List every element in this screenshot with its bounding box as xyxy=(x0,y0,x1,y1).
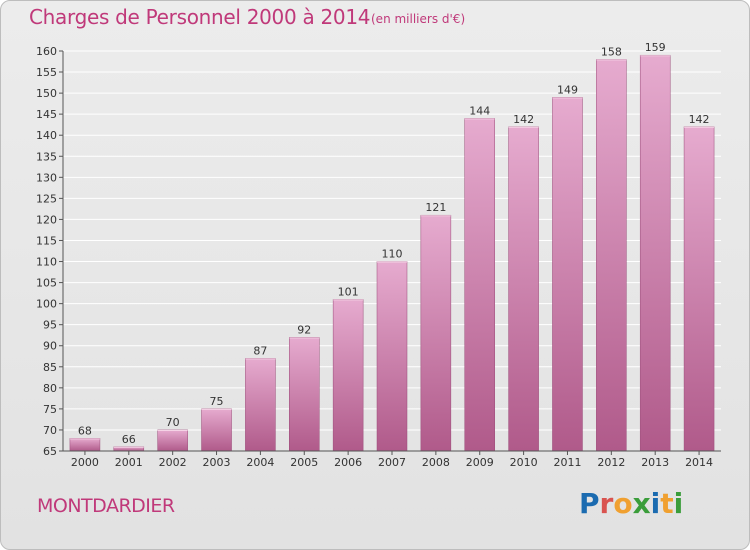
y-tick-label: 85 xyxy=(43,361,57,374)
proxiti-logo: Proxiti xyxy=(579,487,683,520)
x-tick-label: 2010 xyxy=(510,456,538,469)
y-tick-label: 75 xyxy=(43,403,57,416)
bar-2010 xyxy=(508,126,539,452)
data-label-2010: 142 xyxy=(513,113,534,126)
bar-2002 xyxy=(157,429,188,452)
bar-2011 xyxy=(552,97,583,452)
x-tick-label: 2000 xyxy=(71,456,99,469)
y-tick-label: 105 xyxy=(36,277,57,290)
data-label-2014: 142 xyxy=(689,113,710,126)
x-tick-label: 2006 xyxy=(334,456,362,469)
bar-2004 xyxy=(245,358,276,452)
y-tick-label: 90 xyxy=(43,340,57,353)
y-tick-label: 120 xyxy=(36,213,57,226)
bar-2014 xyxy=(683,126,715,452)
y-tick-label: 80 xyxy=(43,382,57,395)
x-tick-label: 2011 xyxy=(553,456,581,469)
bar-2006 xyxy=(332,299,364,452)
data-label-2000: 68 xyxy=(78,424,92,437)
x-tick-label: 2014 xyxy=(685,456,713,469)
x-tick-label: 2007 xyxy=(378,456,406,469)
y-tick-label: 150 xyxy=(36,87,57,100)
y-tick-label: 100 xyxy=(36,298,57,311)
x-tick-label: 2002 xyxy=(159,456,187,469)
logo-letter: x xyxy=(632,487,651,520)
x-tick-label: 2004 xyxy=(246,456,274,469)
y-tick-label: 110 xyxy=(36,256,57,269)
y-tick-label: 70 xyxy=(43,424,57,437)
data-label-2012: 158 xyxy=(601,45,622,58)
y-tick-label: 115 xyxy=(36,234,57,247)
data-label-2009: 144 xyxy=(469,104,490,117)
bar-2012 xyxy=(596,59,627,452)
commune-name: MONTDARDIER xyxy=(37,495,175,517)
data-label-2005: 92 xyxy=(297,323,311,336)
y-tick-label: 160 xyxy=(36,45,57,58)
bar-2007 xyxy=(376,261,408,452)
data-label-2004: 87 xyxy=(253,344,267,357)
data-label-2006: 101 xyxy=(338,285,359,298)
y-tick-label: 95 xyxy=(43,319,57,332)
logo-letter: t xyxy=(660,487,674,520)
logo-letter: P xyxy=(579,487,600,520)
x-tick-label: 2009 xyxy=(466,456,494,469)
data-label-2011: 149 xyxy=(557,83,578,96)
y-tick-label: 145 xyxy=(36,108,57,121)
bar-2013 xyxy=(639,54,671,452)
logo-letter: o xyxy=(613,487,633,520)
y-tick-label: 130 xyxy=(36,171,57,184)
chart-subtitle: (en milliers d'€) xyxy=(371,12,466,26)
chart-title: Charges de Personnel 2000 à 2014 xyxy=(29,5,371,29)
bar-2008 xyxy=(420,214,452,452)
logo-letter: i xyxy=(650,487,661,520)
data-label-2008: 121 xyxy=(425,201,446,214)
data-label-2001: 66 xyxy=(122,433,136,446)
bar-2003 xyxy=(201,408,232,452)
y-tick-label: 65 xyxy=(43,445,57,458)
data-label-2013: 159 xyxy=(645,41,666,54)
y-tick-label: 135 xyxy=(36,150,57,163)
y-tick-label: 140 xyxy=(36,129,57,142)
x-tick-label: 2012 xyxy=(597,456,625,469)
x-tick-label: 2013 xyxy=(641,456,669,469)
x-tick-label: 2005 xyxy=(290,456,318,469)
y-tick-label: 125 xyxy=(36,192,57,205)
data-label-2007: 110 xyxy=(382,248,403,261)
x-tick-label: 2003 xyxy=(203,456,231,469)
data-label-2002: 70 xyxy=(166,416,180,429)
x-tick-label: 2001 xyxy=(115,456,143,469)
data-label-2003: 75 xyxy=(210,395,224,408)
logo-letter: r xyxy=(599,487,614,520)
bar-2005 xyxy=(289,337,320,452)
y-tick-label: 155 xyxy=(36,66,57,79)
x-tick-label: 2008 xyxy=(422,456,450,469)
bar-2000 xyxy=(69,438,101,452)
logo-letter: i xyxy=(673,487,684,520)
bar-2009 xyxy=(464,118,495,452)
